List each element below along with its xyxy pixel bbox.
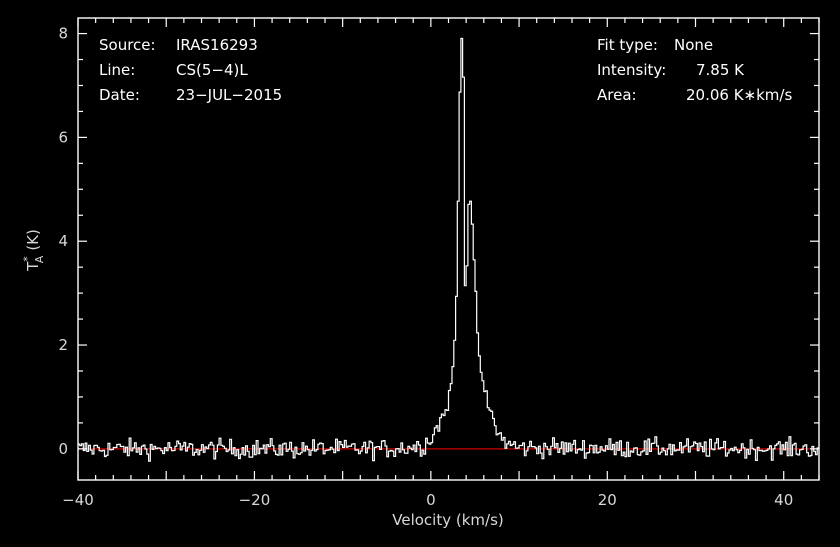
- x-tick-label: 20: [598, 491, 617, 509]
- y-tick-label: 8: [58, 25, 68, 43]
- info-area-value: 20.06 K∗km/s: [686, 86, 792, 104]
- x-tick-label: −40: [62, 491, 94, 509]
- y-axis-label-sup: *: [21, 256, 34, 262]
- info-area-label: Area:: [597, 86, 637, 104]
- spectrum-line: [78, 37, 819, 462]
- info-intensity-value: 7.85 K: [696, 61, 745, 79]
- info-fittype-value: None: [674, 36, 713, 54]
- y-axis-label: T*A (K): [21, 229, 46, 272]
- x-tick-label: 40: [774, 491, 793, 509]
- info-line-value: CS(5−4)L: [176, 61, 248, 79]
- y-tick-label: 4: [58, 232, 68, 250]
- info-date-label: Date:: [99, 86, 140, 104]
- info-fittype-label: Fit type:: [597, 36, 658, 54]
- y-axis-label-sub: A: [33, 255, 46, 263]
- x-tick-label: −20: [239, 491, 271, 509]
- x-axis-label: Velocity (km/s): [392, 511, 503, 529]
- y-tick-label: 6: [58, 128, 68, 146]
- info-source-value: IRAS16293: [176, 36, 258, 54]
- y-axis-label-unit: (K): [24, 229, 42, 251]
- y-axis-label-main: T: [24, 261, 42, 272]
- info-intensity-label: Intensity:: [597, 61, 666, 79]
- info-line-label: Line:: [99, 61, 135, 79]
- y-tick-label: 2: [58, 336, 68, 354]
- x-tick-label: 0: [426, 491, 436, 509]
- y-tick-label: 0: [58, 440, 68, 458]
- info-date-value: 23−JUL−2015: [176, 86, 282, 104]
- svg-text:T*A(K): T*A (K): [21, 229, 46, 272]
- info-source-label: Source:: [99, 36, 156, 54]
